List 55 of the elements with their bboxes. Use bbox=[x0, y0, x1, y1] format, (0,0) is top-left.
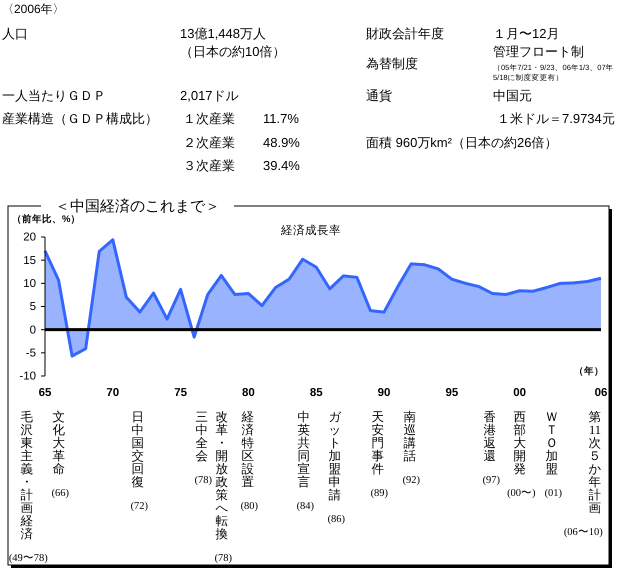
text: 文化大革命 (66) bbox=[48, 410, 70, 499]
text: 天安門事件 (89) bbox=[368, 410, 389, 499]
text: １米ドル＝7.9734元 bbox=[497, 111, 615, 126]
y-tick-label: -5 bbox=[26, 348, 36, 360]
y-tick-label: 0 bbox=[30, 324, 36, 336]
text: ２次産業 bbox=[183, 135, 235, 150]
text: 一人当たりＧＤＰ bbox=[2, 88, 106, 103]
text: 経済成長率 bbox=[280, 223, 341, 237]
y-tick-label: 10 bbox=[23, 278, 36, 290]
text: 第11次５か年計画 (06〜10) bbox=[564, 410, 603, 538]
x-tick-label: 70 bbox=[106, 387, 120, 400]
text: 改革・開放政策へ転換 (78) bbox=[214, 410, 232, 564]
y-axis-title: （前年比、%） bbox=[12, 213, 80, 225]
y-tick-label: -10 bbox=[19, 370, 36, 383]
text: 三中全会 (78) bbox=[192, 410, 213, 486]
text: 中英共同宣言 (84) bbox=[294, 410, 315, 512]
x-tick-label: 85 bbox=[310, 387, 324, 400]
text: 39.4% bbox=[263, 158, 300, 173]
text: 毛沢東主義・計画経済 (49〜78) bbox=[8, 410, 48, 564]
text: 香港返還 (97) bbox=[480, 410, 501, 486]
text: 〈2006年〉 bbox=[2, 2, 65, 16]
text: （日本の約10倍） bbox=[180, 44, 286, 59]
text: ３次産業 bbox=[183, 158, 235, 173]
x-tick-label: 00 bbox=[513, 387, 526, 400]
text: 48.9% bbox=[263, 135, 300, 150]
chart-title: ＜中国経済のこれまで＞ bbox=[55, 198, 220, 215]
x-axis-title: （年） bbox=[574, 365, 604, 377]
y-tick-label: 20 bbox=[23, 232, 36, 244]
text: 南巡講話 (92) bbox=[400, 410, 421, 486]
text: 為替制度 bbox=[366, 56, 418, 71]
text: 経済特区設置 (80) bbox=[238, 410, 259, 512]
x-tick-label: 06 bbox=[594, 387, 608, 400]
text: 管理フロート制 bbox=[493, 44, 584, 59]
x-tick-label: 80 bbox=[242, 387, 255, 400]
text: 西部大開発 (00〜) bbox=[504, 410, 536, 499]
text: 2,017ドル bbox=[180, 88, 239, 103]
text: 中国元 bbox=[493, 88, 532, 103]
text: ガット加盟申請 (86) bbox=[324, 410, 346, 525]
text: 人口 bbox=[2, 26, 28, 41]
text: 13億1,448万人 bbox=[180, 26, 266, 41]
text: １月〜12月 bbox=[493, 26, 560, 41]
text: 財政会計年度 bbox=[366, 26, 444, 41]
text: 面積 960万km²（日本の約26倍） bbox=[366, 135, 558, 150]
text: ＷＴＯ加盟 (01) bbox=[542, 410, 563, 499]
text: 通貨 bbox=[366, 88, 392, 103]
x-tick-label: 95 bbox=[445, 387, 459, 400]
x-tick-label: 90 bbox=[378, 387, 390, 400]
y-tick-label: 15 bbox=[23, 254, 36, 267]
text: 産業構造（ＧＤＰ構成比） bbox=[2, 111, 158, 126]
text: １次産業 bbox=[183, 111, 235, 126]
y-tick-label: 5 bbox=[30, 301, 36, 314]
text: 11.7% bbox=[263, 111, 300, 126]
x-tick-label: 75 bbox=[174, 387, 188, 400]
x-tick-label: 65 bbox=[38, 387, 52, 400]
text: 日中国交回復 (72) bbox=[128, 410, 149, 512]
